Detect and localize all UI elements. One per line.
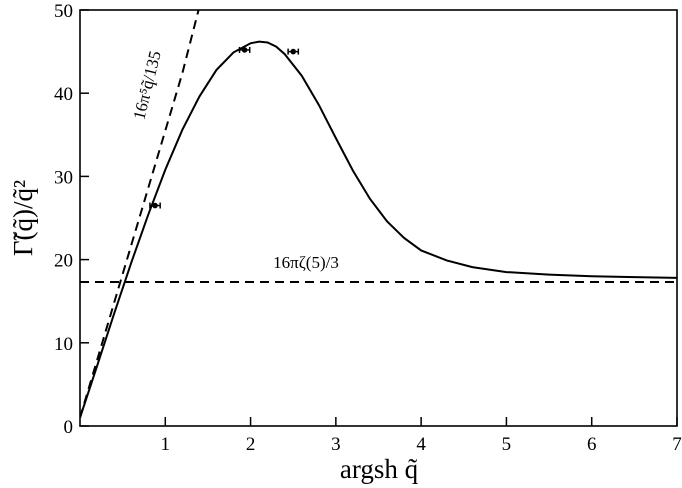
data-point-1	[149, 202, 161, 209]
y-tick-label: 50	[54, 1, 73, 22]
y-tick-label: 0	[64, 417, 74, 438]
x-tick-label: 5	[502, 434, 512, 455]
x-tick-label: 3	[331, 434, 341, 455]
x-axis-ticks: 1 2 3 4 5 6 7	[161, 417, 682, 455]
plot-frame	[79, 9, 678, 427]
data-point-3	[287, 48, 300, 55]
data-point-2	[238, 46, 251, 53]
error-bars	[149, 46, 300, 209]
x-tick-label: 1	[161, 434, 171, 455]
y-axis-ticks: 0 10 20 30 40 50	[54, 1, 89, 438]
annotation-2: 16πζ(5)/3	[273, 253, 339, 272]
x-tick-label: 4	[416, 434, 426, 455]
series-line-2	[80, 10, 200, 418]
y-tick-label: 20	[54, 251, 73, 272]
y-tick-label: 10	[54, 334, 73, 355]
x-tick-label: 7	[672, 434, 682, 455]
plot-lines	[80, 10, 677, 418]
annotation-1: 16π⁵q̃/135	[129, 49, 164, 122]
series-line-1	[80, 40, 677, 418]
annotations: 16π⁵q̃/135 16πζ(5)/3	[129, 49, 338, 272]
x-axis-title: argsh q̃	[340, 454, 419, 484]
x-tick-label: 2	[246, 434, 256, 455]
y-tick-label: 40	[54, 84, 73, 105]
y-axis-title: Γ̃(q̃)/q̃²	[8, 180, 38, 256]
x-tick-label: 6	[587, 434, 597, 455]
y-tick-label: 30	[54, 167, 73, 188]
